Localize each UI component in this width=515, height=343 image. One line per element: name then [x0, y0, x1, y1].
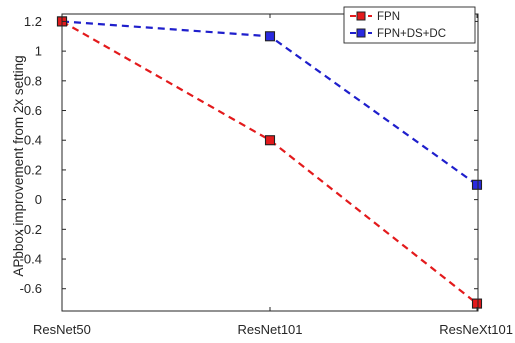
data-point-fpn-ds-dc — [471, 179, 483, 190]
x-axis-ticks: ResNet50 ResNet101 ResNeXt101 — [33, 322, 513, 337]
plot-area-frame — [61, 13, 479, 312]
y-tick-label: 0.4 — [24, 133, 42, 148]
x-tick-label: ResNet50 — [33, 322, 91, 337]
y-tick-label: 0.6 — [24, 103, 42, 118]
data-point-fpn — [264, 135, 276, 146]
y-tick-label: 1 — [35, 44, 42, 59]
legend-marker-fpn — [356, 11, 366, 21]
legend-box — [343, 6, 476, 44]
series-line-fpn — [61, 20, 478, 305]
y-tick-label: -0.4 — [20, 252, 42, 267]
legend-label-fpn-ds-dc: FPN+DS+DC — [377, 28, 446, 40]
x-tick-label: ResNet101 — [237, 322, 302, 337]
y-axis-label: APbbox improvement from 2x setting — [11, 55, 26, 276]
legend-label-fpn: FPN — [377, 11, 400, 23]
x-tick-label: ResNeXt101 — [439, 322, 513, 337]
y-tick-label: 0.2 — [24, 162, 42, 177]
series-line-fpn-ds-dc — [61, 20, 478, 186]
y-axis-ticks: -0.6 -0.4 -0.2 0 0.2 0.4 0.6 0.8 1 1.2 — [20, 14, 42, 296]
y-tick-label: 0 — [35, 192, 42, 207]
legend: FPN FPN+DS+DC — [343, 6, 476, 44]
legend-marker-fpn-ds-dc — [356, 28, 366, 38]
y-tick-label: -0.2 — [20, 222, 42, 237]
data-point-fpn-ds-dc — [264, 31, 276, 42]
series-layer — [56, 13, 483, 312]
y-tick-label: 1.2 — [24, 14, 42, 29]
data-point-fpn — [471, 298, 483, 309]
y-tick-label: 0.8 — [24, 73, 42, 88]
y-tick-label: -0.6 — [20, 281, 42, 296]
